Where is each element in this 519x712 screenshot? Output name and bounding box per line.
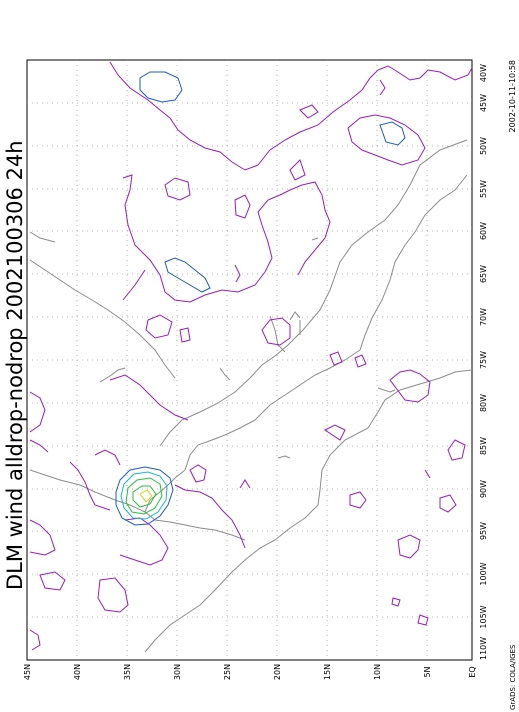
lon-label: 100W [479,562,488,585]
lat-label: 20N [273,664,282,680]
lon-label: 50W [479,137,488,155]
lon-label: 75W [479,351,488,369]
credit-text: GrADS: COLA/IGES [509,644,517,710]
lon-label: 80W [479,394,488,412]
coastlines [29,139,473,653]
lon-label: 45W [479,94,488,112]
latitude-labels: 45N 40N 35N 30N 25N 20N 15N 10N 5N EQ [23,664,477,680]
lon-label: 85W [479,437,488,455]
lat-label: 10N [373,664,382,680]
lat-label: 45N [23,664,32,680]
lat-label: 35N [123,664,132,680]
map-title: DLM wind alldrop-nodrop 2002100306 24h [3,140,27,590]
lon-label: 60W [479,222,488,240]
contours-green [125,477,163,515]
lat-label: 30N [173,664,182,680]
lon-label: 55W [479,180,488,198]
contours-purple [29,61,473,651]
lon-label: 105W [479,605,488,628]
lat-label: EQ [468,666,477,677]
lon-label: 40W [479,64,488,82]
lon-label: 95W [479,522,488,540]
contours-yellow [139,489,153,503]
lat-label: 15N [323,664,332,680]
timestamp: 2002-10-11-10:58 [508,60,517,132]
lat-label: 5N [423,666,432,677]
lon-label: 90W [479,480,488,498]
grid-lines [27,60,472,660]
lon-label: 70W [479,308,488,326]
lon-label: 65W [479,265,488,283]
contours-blue [115,71,406,526]
lat-label: 25N [223,664,232,680]
lat-label: 40N [73,664,82,680]
longitude-labels: 40W 45W 50W 55W 60W 65W 70W 75W 80W 85W … [479,64,488,660]
contours-cyan [120,471,168,520]
plot-frame [26,59,473,661]
lon-label: 110W [479,637,488,660]
